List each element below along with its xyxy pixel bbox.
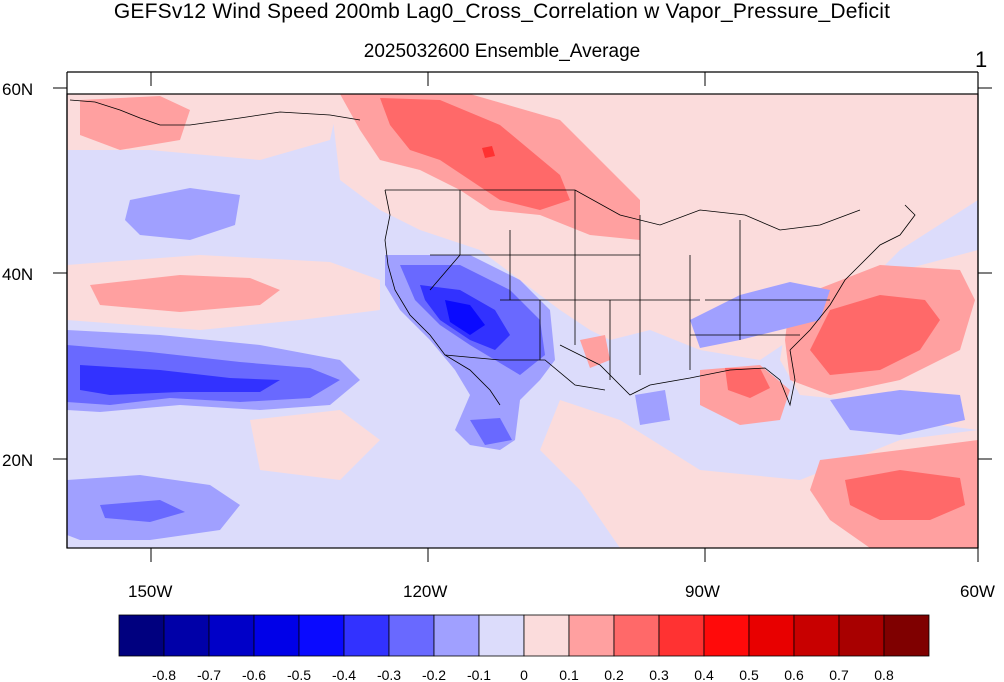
- colorbar-box: [208, 614, 255, 657]
- east-coast-line: [789, 204, 916, 351]
- map-title: GEFSv12 Wind Speed 200mb Lag0_Cross_Corr…: [113, 0, 891, 23]
- strong-positive-region: [845, 470, 965, 520]
- colorbar-label: -0.6: [242, 667, 266, 682]
- colorbar-box: [343, 614, 390, 657]
- colorbar-box: [523, 614, 570, 657]
- colorbar-box: [253, 614, 300, 657]
- very-strong-negative-region: [445, 300, 485, 335]
- colorbar-label: 0.3: [649, 667, 669, 682]
- colorbar-label: -0.1: [467, 667, 491, 682]
- colorbar-box: [658, 614, 705, 657]
- strong-negative-region: [470, 418, 512, 445]
- colorbar-label: 0.6: [784, 667, 804, 682]
- strong-negative-region: [100, 500, 185, 522]
- mexico-border: [444, 354, 606, 391]
- colorbar-box: [118, 614, 165, 657]
- canada-border: [385, 189, 861, 231]
- colorbar-box: [163, 614, 210, 657]
- canada-coast: [69, 99, 361, 126]
- colorbar-box: [613, 614, 660, 657]
- state-line: [429, 190, 830, 380]
- colorbar: -0.8 -0.7 -0.6 -0.5 -0.4 -0.3 -0.2 -0.1 0 0.1 0.2 0…: [118, 614, 930, 682]
- lat-label-40n: 40N: [2, 265, 33, 284]
- strong-positive-region: [810, 295, 940, 375]
- colorbar-label: 0: [520, 667, 528, 682]
- strong-positive-region: [725, 368, 770, 398]
- lon-label-120w: 120W: [403, 582, 447, 601]
- moderate-positive-region: [80, 96, 190, 150]
- colorbar-label: 0.2: [604, 667, 624, 682]
- colorbar-box: [703, 614, 750, 657]
- positive-region: [250, 410, 380, 480]
- lat-label-60n: 60N: [2, 80, 33, 99]
- colorbar-box: [838, 614, 885, 657]
- colorbar-box: [388, 614, 435, 657]
- moderate-negative-region: [830, 390, 965, 435]
- moderate-positive-region: [90, 275, 280, 312]
- colorbar-label: -0.8: [152, 667, 176, 682]
- peak-positive-region: [482, 146, 495, 158]
- colorbar-box: [883, 614, 930, 657]
- lat-label-20n: 20N: [2, 451, 33, 470]
- colorbar-box: [793, 614, 840, 657]
- lon-label-150w: 150W: [128, 582, 172, 601]
- strong-positive-region: [380, 98, 570, 210]
- moderate-negative-region: [125, 188, 240, 240]
- colorbar-label: 0.5: [739, 667, 759, 682]
- moderate-negative-region: [635, 390, 670, 425]
- gulf-coast-line: [559, 344, 796, 407]
- axes-frame: [66, 71, 979, 548]
- colorbar-label: -0.5: [287, 667, 311, 682]
- west-coast-line: [384, 189, 501, 406]
- colorbar-label: 0.1: [559, 667, 579, 682]
- colorbar-label: -0.2: [422, 667, 446, 682]
- very-strong-negative-region: [80, 365, 280, 395]
- colorbar-box: [298, 614, 345, 657]
- lon-label-90w: 90W: [685, 582, 720, 601]
- colorbar-box: [748, 614, 795, 657]
- colorbar-label: -0.7: [197, 667, 221, 682]
- moderate-negative-region: [690, 282, 830, 348]
- axis-ticks: [53, 72, 992, 562]
- colorbar-box: [478, 614, 525, 657]
- map-subtitle: 2025032600 Ensemble_Average: [363, 41, 641, 62]
- panel-number: 1: [975, 47, 988, 72]
- colorbar-box: [568, 614, 615, 657]
- lon-label-60w: 60W: [960, 582, 995, 601]
- colorbar-label: 0.4: [694, 667, 714, 682]
- boundaries: [69, 99, 916, 407]
- colorbar-label: -0.3: [377, 667, 401, 682]
- correlation-field: [67, 94, 978, 548]
- moderate-positive-region: [580, 335, 610, 368]
- colorbar-label: 0.7: [829, 667, 849, 682]
- colorbar-label: 0.8: [874, 667, 894, 682]
- colorbar-box: [433, 614, 480, 657]
- colorbar-label: -0.4: [332, 667, 356, 682]
